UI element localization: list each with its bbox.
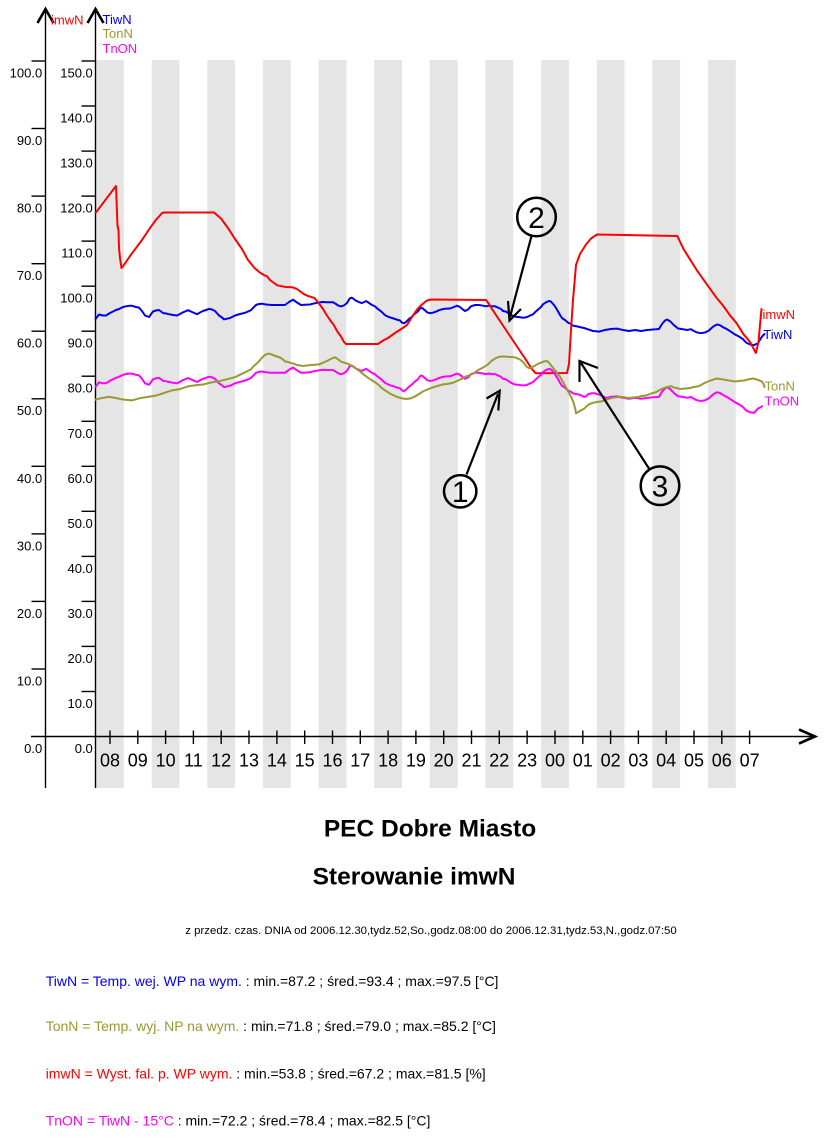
svg-text:0.0: 0.0 <box>75 741 93 756</box>
svg-text:TnON = TiwN - 15°C : min.=72.2: TnON = TiwN - 15°C : min.=72.2 ; śred.=7… <box>46 1113 431 1129</box>
svg-text:PEC Dobre Miasto: PEC Dobre Miasto <box>324 816 536 843</box>
svg-text:TnON: TnON <box>103 41 138 56</box>
svg-text:110.0: 110.0 <box>61 246 93 261</box>
svg-text:00: 00 <box>545 750 565 770</box>
svg-text:130.0: 130.0 <box>60 156 93 171</box>
svg-text:10.0: 10.0 <box>67 696 92 711</box>
svg-text:50.0: 50.0 <box>17 403 42 418</box>
svg-text:TonN: TonN <box>103 26 133 41</box>
svg-text:09: 09 <box>128 750 148 770</box>
svg-text:40.0: 40.0 <box>17 471 42 486</box>
svg-text:04: 04 <box>656 750 676 770</box>
svg-text:23: 23 <box>517 750 537 770</box>
svg-text:20: 20 <box>434 750 454 770</box>
svg-text:TonN = Temp. wyj. NP na wym. :: TonN = Temp. wyj. NP na wym. : min.=71.8… <box>46 1018 496 1034</box>
svg-text:30.0: 30.0 <box>67 606 92 621</box>
svg-text:140.0: 140.0 <box>60 111 93 126</box>
svg-text:0.0: 0.0 <box>24 741 42 756</box>
svg-text:TonN: TonN <box>765 379 795 394</box>
svg-text:17: 17 <box>350 750 370 770</box>
svg-text:05: 05 <box>684 750 704 770</box>
svg-text:70.0: 70.0 <box>67 426 92 441</box>
svg-text:22: 22 <box>489 750 509 770</box>
svg-text:60.0: 60.0 <box>67 471 92 486</box>
svg-text:20.0: 20.0 <box>67 651 92 666</box>
svg-text:18: 18 <box>378 750 398 770</box>
svg-text:10.0: 10.0 <box>17 674 42 689</box>
svg-text:Sterowanie imwN: Sterowanie imwN <box>313 863 516 890</box>
svg-text:imwN: imwN <box>763 307 796 322</box>
svg-text:100.0: 100.0 <box>10 66 43 81</box>
svg-text:06: 06 <box>712 750 732 770</box>
svg-text:21: 21 <box>461 750 481 770</box>
svg-text:imwN = Wyst. fal. p. WP wym. :: imwN = Wyst. fal. p. WP wym. : min.=53.8… <box>46 1065 486 1081</box>
svg-text:19: 19 <box>406 750 426 770</box>
svg-text:imwN: imwN <box>51 12 84 27</box>
svg-text:12: 12 <box>211 750 231 770</box>
svg-text:TiwN: TiwN <box>763 327 792 342</box>
svg-text:150.0: 150.0 <box>60 66 93 81</box>
svg-text:120.0: 120.0 <box>60 201 93 216</box>
svg-text:100.0: 100.0 <box>60 291 93 306</box>
svg-text:14: 14 <box>267 750 287 770</box>
svg-text:50.0: 50.0 <box>67 516 92 531</box>
svg-text:11: 11 <box>184 750 203 770</box>
svg-text:02: 02 <box>601 750 621 770</box>
svg-text:40.0: 40.0 <box>67 561 92 576</box>
svg-text:3: 3 <box>652 471 669 504</box>
svg-text:30.0: 30.0 <box>17 538 42 553</box>
svg-text:16: 16 <box>322 750 342 770</box>
svg-text:z przedz. czas. DNIA od 2006.1: z przedz. czas. DNIA od 2006.12.30,tydz.… <box>185 925 676 937</box>
svg-text:13: 13 <box>239 750 259 770</box>
svg-text:90.0: 90.0 <box>17 133 42 148</box>
svg-text:TnON: TnON <box>765 394 800 409</box>
svg-text:80.0: 80.0 <box>17 201 42 216</box>
svg-text:80.0: 80.0 <box>67 381 92 396</box>
svg-text:2: 2 <box>528 202 545 235</box>
svg-text:10: 10 <box>156 750 176 770</box>
svg-text:08: 08 <box>100 750 120 770</box>
svg-text:01: 01 <box>573 750 593 770</box>
svg-text:1: 1 <box>452 476 469 509</box>
svg-text:15: 15 <box>295 750 315 770</box>
svg-text:20.0: 20.0 <box>17 606 42 621</box>
svg-text:TiwN = Temp. wej. WP na wym. :: TiwN = Temp. wej. WP na wym. : min.=87.2… <box>46 973 499 989</box>
svg-text:TiwN: TiwN <box>103 12 132 27</box>
svg-text:03: 03 <box>628 750 648 770</box>
svg-text:70.0: 70.0 <box>17 268 42 283</box>
svg-text:60.0: 60.0 <box>17 336 42 351</box>
svg-text:90.0: 90.0 <box>67 336 92 351</box>
svg-text:07: 07 <box>740 750 760 770</box>
